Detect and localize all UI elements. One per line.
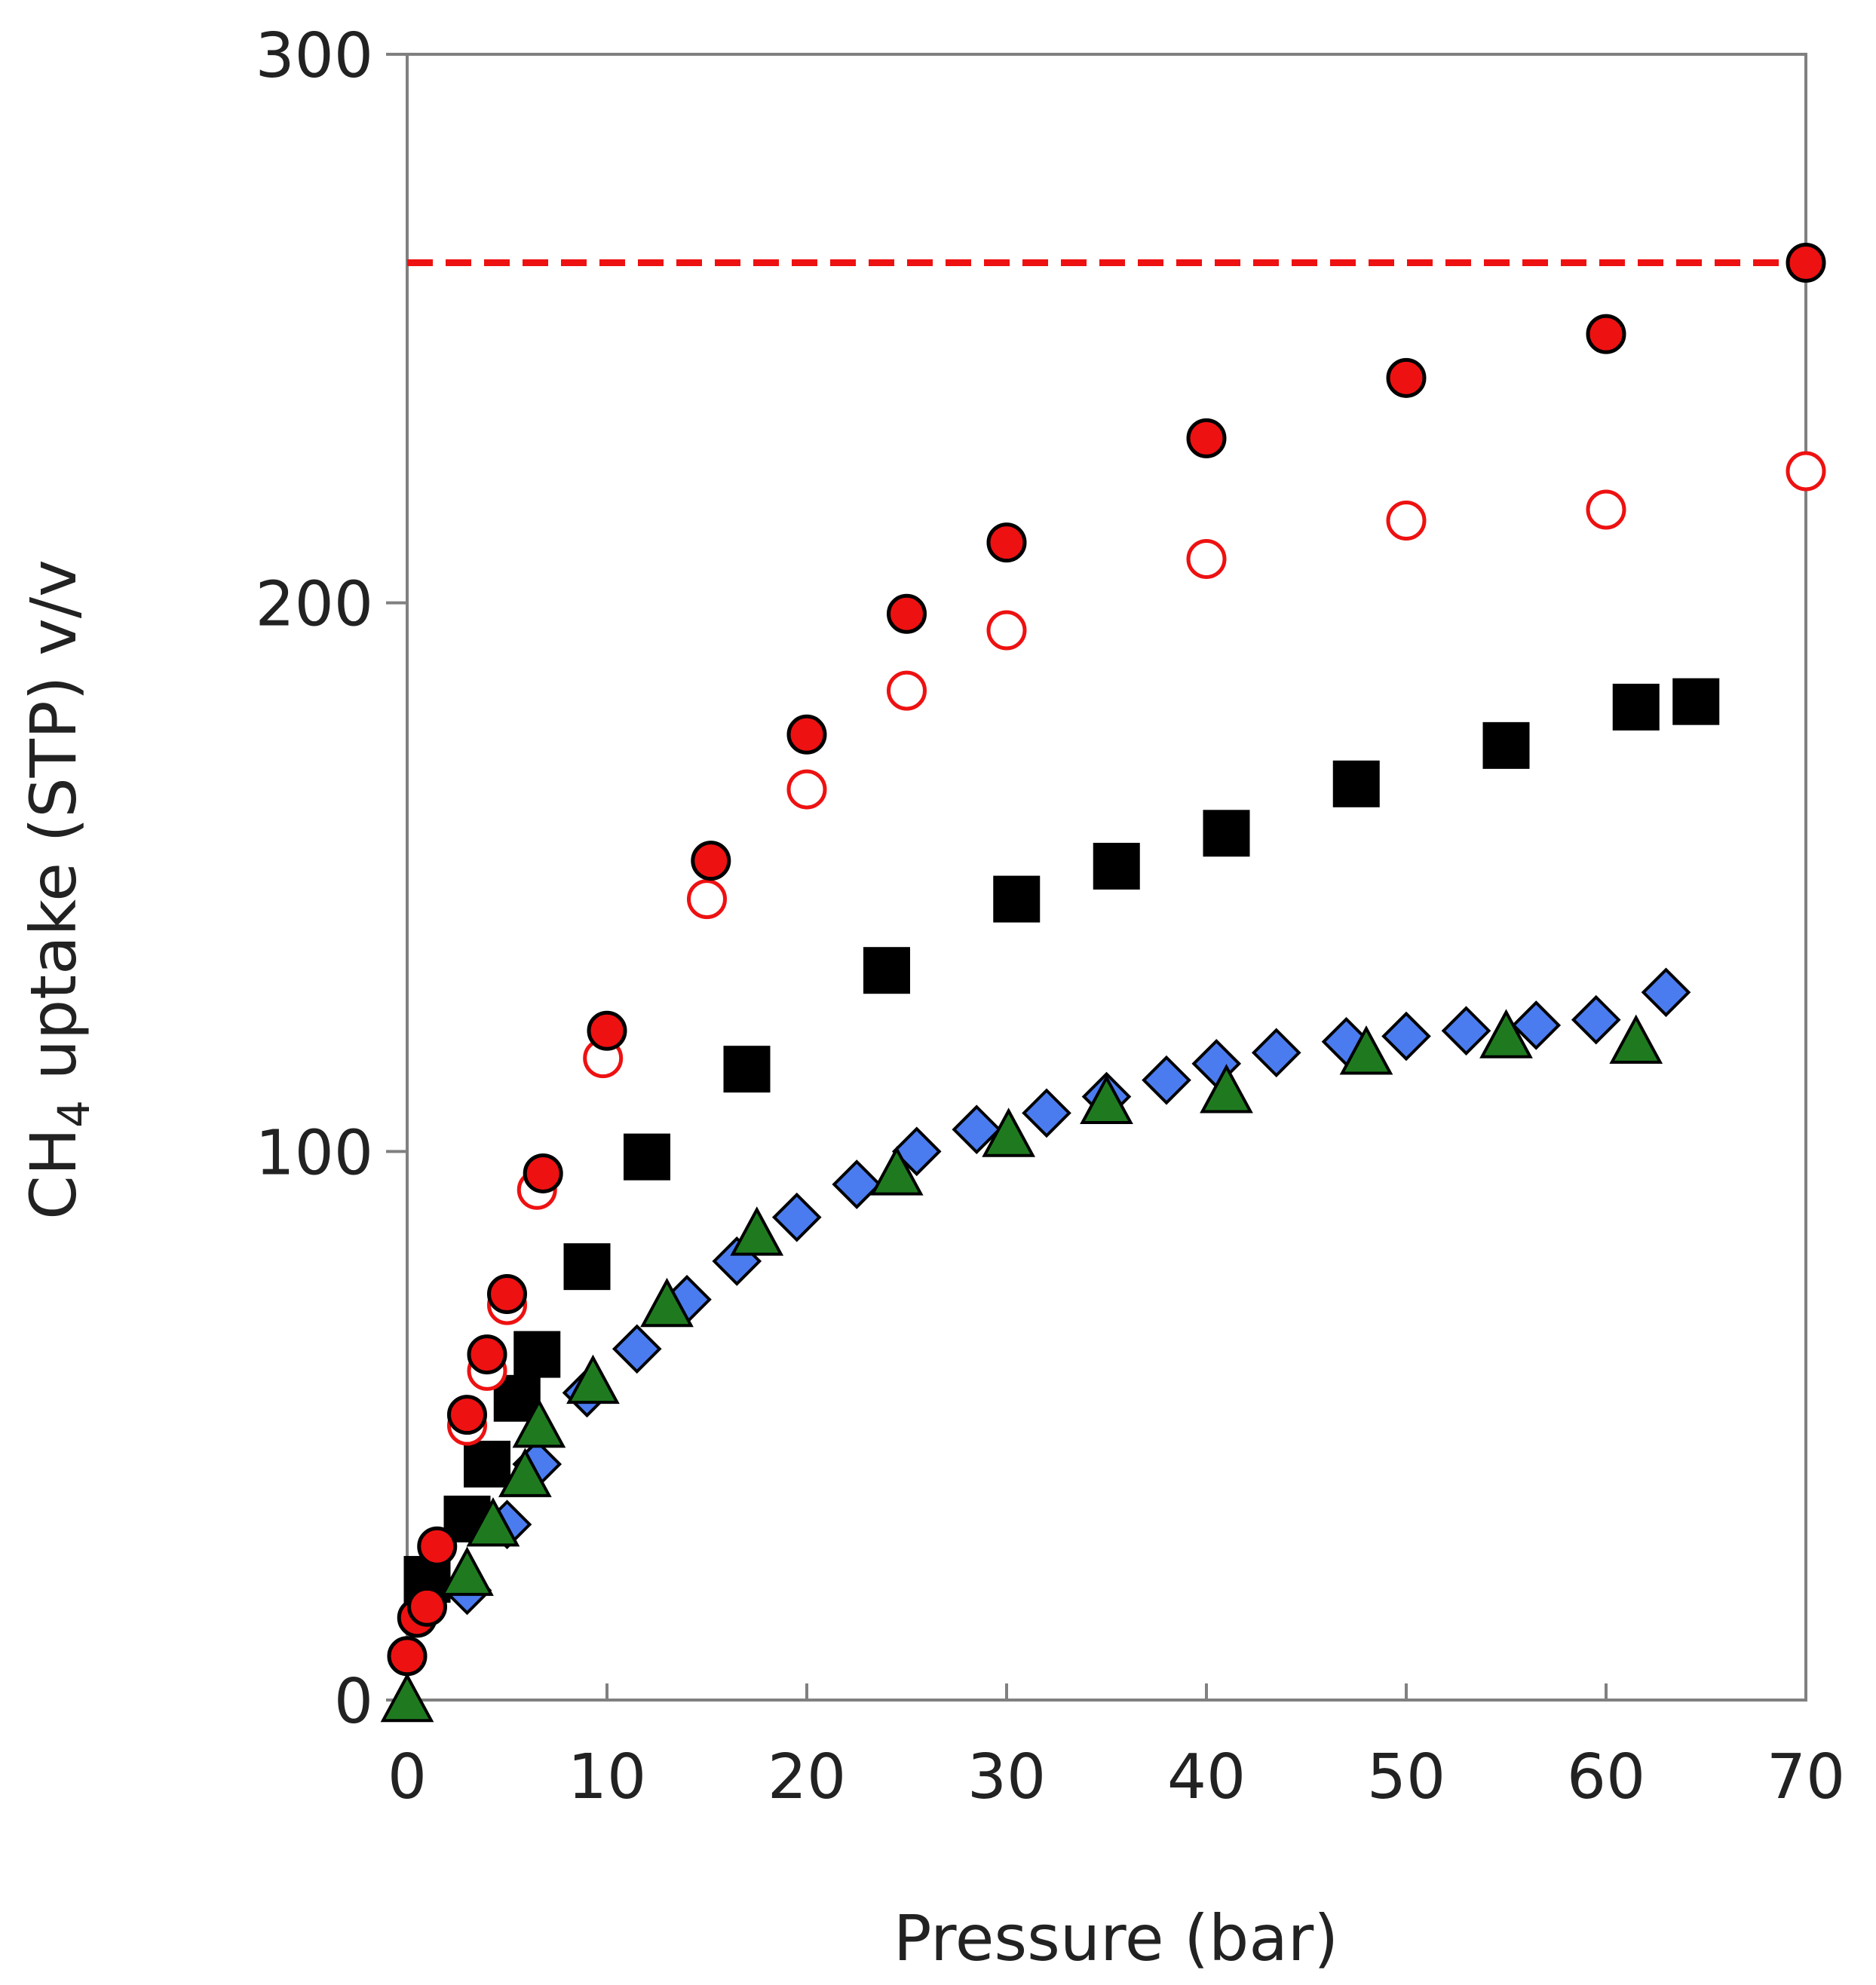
data-point-green-triangles (1609, 1014, 1663, 1064)
data-point-black-squares (563, 1243, 611, 1291)
data-point-green-triangles (1200, 1064, 1253, 1113)
data-point-red-open-circles (1586, 489, 1626, 530)
data-point-green-triangles (869, 1146, 924, 1196)
data-point-black-squares (1612, 683, 1660, 731)
data-point-red-filled-circles (887, 593, 927, 634)
data-point-red-filled-circles (691, 841, 731, 881)
series-blue-diamonds (442, 967, 1691, 1616)
data-point-red-filled-circles (523, 1153, 563, 1193)
data-point-black-squares (513, 1331, 561, 1378)
data-point-red-filled-circles (447, 1395, 487, 1435)
data-point-green-triangles (1479, 1009, 1533, 1058)
data-point-red-open-circles (1386, 501, 1427, 541)
data-point-green-triangles (640, 1277, 694, 1328)
data-point-red-filled-circles (587, 1010, 627, 1051)
data-point-red-open-circles (1786, 451, 1826, 492)
data-point-red-filled-circles (986, 522, 1027, 563)
x-tick-label: 30 (967, 1741, 1046, 1813)
data-point-blue-diamonds (771, 1192, 822, 1242)
data-point-green-triangles (1080, 1074, 1133, 1125)
y-axis-title-main: CH (17, 1128, 90, 1220)
data-point-red-filled-circles (387, 1636, 428, 1677)
plot-frame (406, 53, 1807, 1702)
data-point-green-triangles (512, 1398, 566, 1448)
data-point-blue-diamonds (832, 1159, 882, 1209)
x-ticks: 0 10 20 30 40 50 60 70 (388, 1683, 1845, 1813)
data-point-blue-diamonds (1571, 994, 1621, 1045)
data-point-black-squares (1482, 721, 1530, 769)
data-point-red-filled-circles (1186, 418, 1227, 458)
x-tick-label: 20 (768, 1741, 846, 1813)
y-axis-title: CH4 uptake (STP) v/v (17, 559, 100, 1220)
data-point-blue-diamonds (1022, 1088, 1071, 1138)
data-point-red-filled-circles (407, 1586, 447, 1627)
x-tick-label: 40 (1167, 1741, 1246, 1813)
y-tick-label: 200 (255, 569, 373, 641)
y-ticks: 0 100 200 300 (255, 20, 407, 1738)
data-point-red-filled-circles (1586, 314, 1626, 354)
data-point-red-filled-circles (786, 714, 827, 755)
data-point-black-squares (1672, 678, 1720, 725)
data-point-green-triangles (982, 1107, 1036, 1157)
data-point-red-open-circles (986, 610, 1027, 651)
data-point-blue-diamonds (1441, 1006, 1491, 1056)
data-point-black-squares (1093, 842, 1140, 890)
data-point-black-squares (993, 875, 1041, 923)
data-point-green-triangles (730, 1206, 784, 1256)
x-tick-label: 0 (388, 1741, 427, 1813)
data-point-black-squares (464, 1441, 510, 1488)
series-red-open-circles (447, 451, 1826, 1446)
data-point-blue-diamonds (612, 1324, 662, 1374)
data-point-blue-diamonds (1381, 1011, 1431, 1061)
x-tick-label: 10 (568, 1741, 646, 1813)
data-point-red-open-circles (687, 879, 727, 920)
data-point-red-filled-circles (417, 1526, 458, 1567)
x-axis-title: Pressure (bar) (894, 1901, 1338, 1975)
data-point-red-filled-circles (487, 1274, 527, 1315)
data-point-blue-diamonds (1142, 1055, 1191, 1105)
data-point-green-triangles (466, 1496, 520, 1547)
data-point-blue-diamonds (952, 1104, 1002, 1155)
data-marks (380, 243, 1826, 1723)
data-point-green-triangles (440, 1546, 494, 1596)
data-point-red-open-circles (887, 670, 927, 711)
series-black-squares (403, 678, 1720, 1603)
data-point-red-filled-circles (1386, 357, 1427, 398)
data-point-black-squares (624, 1133, 670, 1181)
data-point-black-squares (1332, 760, 1380, 807)
y-axis-title-rest: uptake (STP) v/v (17, 559, 90, 1100)
data-point-black-squares (1203, 810, 1250, 857)
plot-area-border (406, 53, 1807, 1702)
y-tick-label: 0 (334, 1666, 373, 1738)
data-point-blue-diamonds (1511, 1000, 1562, 1050)
data-point-green-triangles (1339, 1025, 1393, 1075)
x-tick-label: 70 (1767, 1741, 1845, 1813)
data-point-green-triangles (566, 1354, 620, 1405)
data-point-black-squares (863, 947, 910, 994)
series-red-filled-circles (387, 243, 1826, 1677)
y-axis-title-subscript: 4 (48, 1100, 100, 1128)
y-tick-label: 300 (255, 20, 373, 92)
y-tick-label: 100 (255, 1117, 373, 1189)
x-tick-label: 50 (1367, 1741, 1445, 1813)
data-point-red-open-circles (1186, 538, 1227, 579)
data-point-black-squares (723, 1046, 771, 1093)
x-tick-label: 60 (1567, 1741, 1645, 1813)
data-point-red-open-circles (786, 769, 827, 810)
data-point-green-triangles (498, 1447, 552, 1497)
data-point-blue-diamonds (1641, 967, 1691, 1018)
data-point-red-filled-circles (467, 1334, 507, 1375)
data-point-blue-diamonds (1251, 1028, 1301, 1078)
data-point-red-filled-circles (1786, 243, 1826, 283)
data-point-green-triangles (380, 1672, 434, 1723)
series-green-triangles (380, 1009, 1663, 1723)
